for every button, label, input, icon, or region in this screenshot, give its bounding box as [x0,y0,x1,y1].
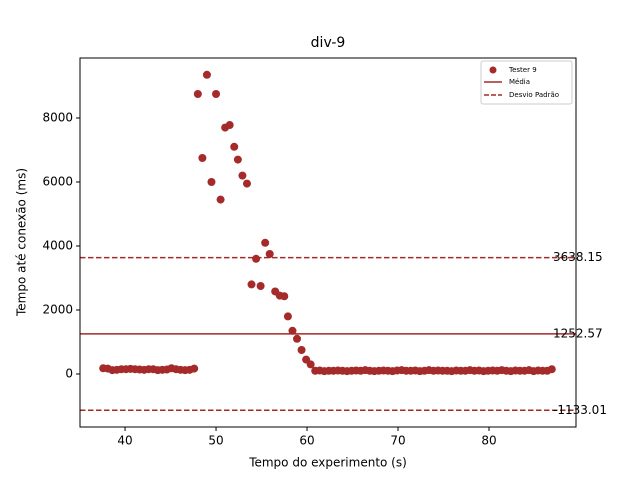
legend-label: Média [509,78,530,86]
point [247,280,256,289]
x-tick-label: 80 [481,434,496,448]
x-tick-label: 40 [117,434,132,448]
point [288,326,297,335]
point [547,365,556,374]
point [280,292,289,301]
point [216,195,225,204]
point [193,90,202,99]
line-annotation: -1133.01 [553,403,607,417]
line-annotation: 1252.57 [553,326,603,340]
y-tick-label: 4000 [42,239,73,253]
x-tick-label: 60 [299,434,314,448]
point [212,90,221,99]
legend-label: Desvio Padrão [509,91,559,99]
point [256,282,265,291]
point [242,179,251,188]
point [293,334,302,343]
line-annotation: 3638.15 [553,250,603,264]
x-axis-label: Tempo do experimento (s) [248,456,407,470]
point [297,346,306,355]
x-tick-label: 50 [208,434,223,448]
point [198,154,207,163]
y-tick-label: 6000 [42,175,73,189]
y-tick-label: 8000 [42,111,73,125]
y-tick-label: 0 [65,367,73,381]
legend-label: Tester 9 [508,66,537,74]
legend-box [480,60,573,105]
point [190,364,199,373]
plot-frame [79,57,577,428]
y-tick-label: 2000 [42,303,73,317]
point [283,312,292,321]
point [261,238,270,247]
point [252,254,261,263]
point [230,142,239,151]
point [207,178,216,187]
x-tick-label: 70 [390,434,405,448]
point [225,121,234,130]
chart-title: div-9 [311,35,346,51]
point [265,250,274,259]
legend-marker [489,66,497,74]
point [202,70,211,79]
point [306,360,315,369]
point [238,171,247,180]
point [233,155,242,164]
y-axis-label: Tempo até conexão (ms) [15,168,29,317]
